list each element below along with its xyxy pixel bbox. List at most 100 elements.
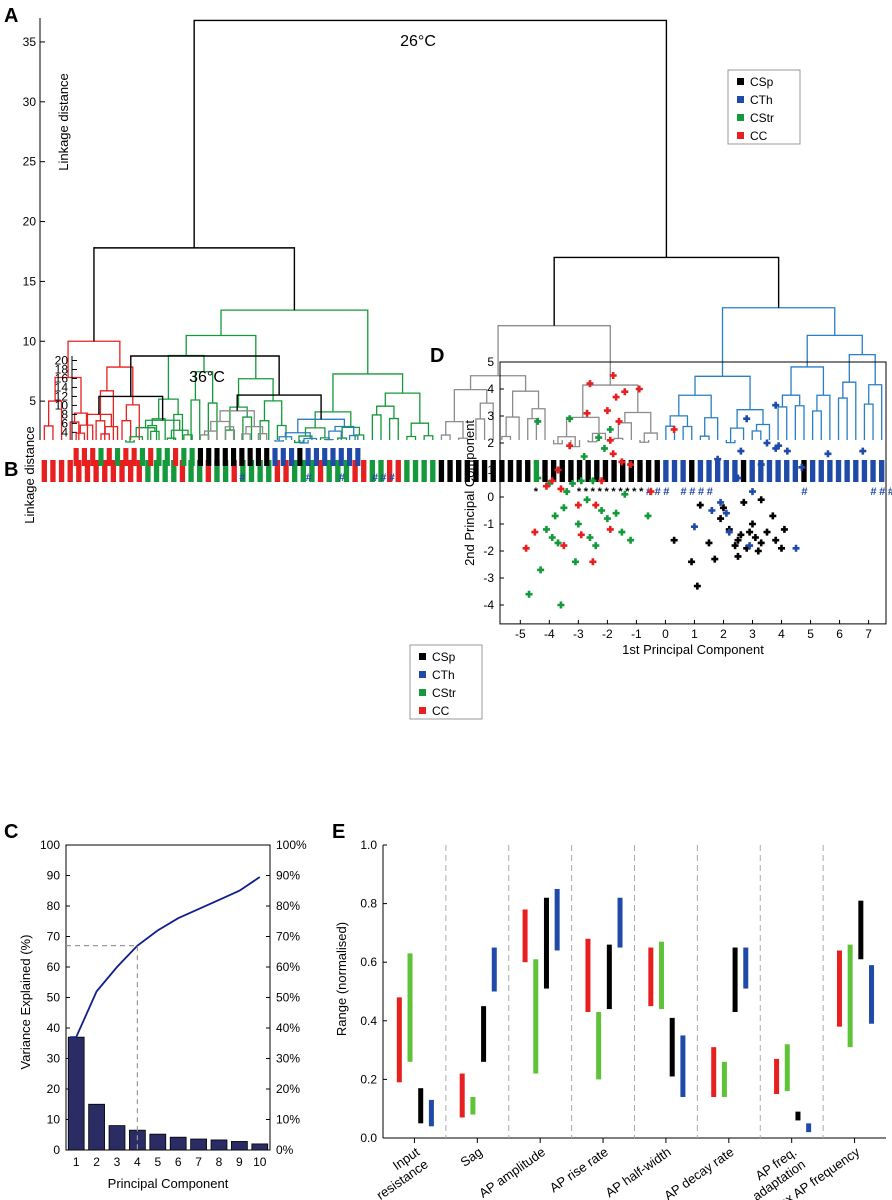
leaf-marker xyxy=(464,460,470,482)
point-CStr xyxy=(598,507,606,514)
y-tick-label: 40 xyxy=(47,1021,61,1035)
dendrogram-branch-CTh xyxy=(806,334,863,367)
y-tick-label: 1 xyxy=(487,463,494,477)
leaf-marker xyxy=(775,460,781,482)
x-tick-label: 5 xyxy=(154,1155,161,1169)
point-CC xyxy=(615,417,623,425)
bar-pc3 xyxy=(108,1125,126,1151)
legend-swatch-CC xyxy=(737,132,744,139)
leaf-marker xyxy=(162,460,168,482)
panel-d-pca-scatter: 2nd Principal Component 1st Principal Co… xyxy=(409,355,887,720)
panel-label-a: A xyxy=(4,5,18,27)
point-CC xyxy=(557,485,565,493)
y-tick-label: 0.6 xyxy=(360,955,377,969)
point-CStr xyxy=(586,534,594,541)
leaf-marker xyxy=(870,460,876,482)
range-bar-CStr xyxy=(784,1044,790,1092)
dendrogram-branch-gray xyxy=(210,420,231,432)
leaf-annotation: ### xyxy=(372,472,397,484)
leaf-marker xyxy=(222,460,229,482)
dendrogram-branch-CStr xyxy=(237,378,274,408)
dendrogram-branch-CC xyxy=(75,432,86,440)
point-CSp xyxy=(719,504,727,512)
leaf-marker xyxy=(533,460,540,482)
leaf-marker xyxy=(231,448,237,466)
point-CC xyxy=(531,528,539,536)
leaf-marker xyxy=(594,460,600,482)
point-CStr xyxy=(551,512,559,520)
leaf-annotation: ### xyxy=(870,486,892,498)
leaf-marker xyxy=(248,460,255,482)
panel-label-c: C xyxy=(4,821,18,843)
point-CStr xyxy=(571,558,579,566)
point-CStr xyxy=(560,504,568,512)
leaf-marker xyxy=(611,460,617,482)
range-bar-CSp xyxy=(669,1017,675,1077)
dendrogram-branch-gray xyxy=(479,402,494,440)
range-bar-CC xyxy=(585,938,591,1013)
leaf-marker xyxy=(119,460,125,482)
leaf-marker xyxy=(231,460,237,482)
point-CStr xyxy=(548,534,556,541)
range-bar-CSp xyxy=(481,1006,487,1062)
leaf-marker xyxy=(197,460,203,482)
guide-line xyxy=(66,945,138,1150)
point-CTh xyxy=(783,447,791,455)
dendrogram-branch-CStr xyxy=(304,427,326,438)
point-CStr xyxy=(580,453,588,460)
dendrogram-branch-CStr xyxy=(388,417,399,440)
point-CC xyxy=(603,407,611,415)
leaf-marker xyxy=(438,460,445,482)
bar-pc5 xyxy=(149,1133,167,1151)
leaf-marker xyxy=(136,460,142,482)
range-bar-CC xyxy=(774,1058,780,1095)
point-CStr xyxy=(542,525,550,533)
y-tick-label: 0.2 xyxy=(360,1072,377,1086)
x-tick-label: 4 xyxy=(778,627,785,641)
dendrogram-branch-CStr xyxy=(125,440,135,443)
range-bar-CSp xyxy=(795,1111,801,1121)
point-CStr xyxy=(563,488,571,496)
dendrogram-branch-CC xyxy=(69,421,80,440)
dendrogram-branch-CC xyxy=(85,413,113,427)
leaf-marker xyxy=(784,460,790,482)
bar-pc1 xyxy=(67,1036,85,1151)
point-CTh xyxy=(772,444,780,452)
range-bar-CC xyxy=(836,950,842,1027)
x-tick-label: AP rise rate xyxy=(547,1144,611,1195)
leaf-marker xyxy=(317,460,324,482)
x-tick-label-line: AP rise rate xyxy=(547,1144,611,1195)
point-CStr xyxy=(589,477,597,485)
point-CSp xyxy=(734,552,742,560)
x-tick-label: 8 xyxy=(216,1155,223,1169)
point-CSp xyxy=(748,520,756,528)
x-tick-label: 5 xyxy=(807,627,814,641)
dendrogram-branch-CTh xyxy=(816,394,831,440)
point-CStr xyxy=(627,536,635,544)
range-bar-CSp xyxy=(732,947,738,1013)
legend-label-CSp: CSp xyxy=(432,650,456,664)
leaf-marker xyxy=(585,460,591,482)
dendrogram-branch-CStr xyxy=(242,416,253,440)
y-tick-label: -1 xyxy=(483,517,494,531)
x-tick-label: 3 xyxy=(749,627,756,641)
leaf-annotation: # xyxy=(339,472,347,484)
y-tick-label: 4 xyxy=(487,382,494,396)
legend-label-CTh: CTh xyxy=(750,93,773,107)
dendrogram-branch-CTh xyxy=(755,423,771,440)
leaf-marker xyxy=(330,448,336,466)
leaf-marker xyxy=(313,448,319,466)
point-CC xyxy=(542,482,550,490)
range-bar-CTh xyxy=(491,947,497,992)
leaf-marker xyxy=(145,460,151,482)
dendrogram-branch-CC xyxy=(67,340,121,378)
point-CTh xyxy=(746,542,754,550)
leaf-marker xyxy=(255,448,261,466)
leaf-marker xyxy=(98,448,104,466)
point-CSp xyxy=(769,512,777,520)
leaf-marker xyxy=(343,460,350,482)
dendrogram-branch-CTh xyxy=(751,430,762,440)
leaf-annotation: # xyxy=(306,472,314,484)
point-CC xyxy=(577,531,585,539)
